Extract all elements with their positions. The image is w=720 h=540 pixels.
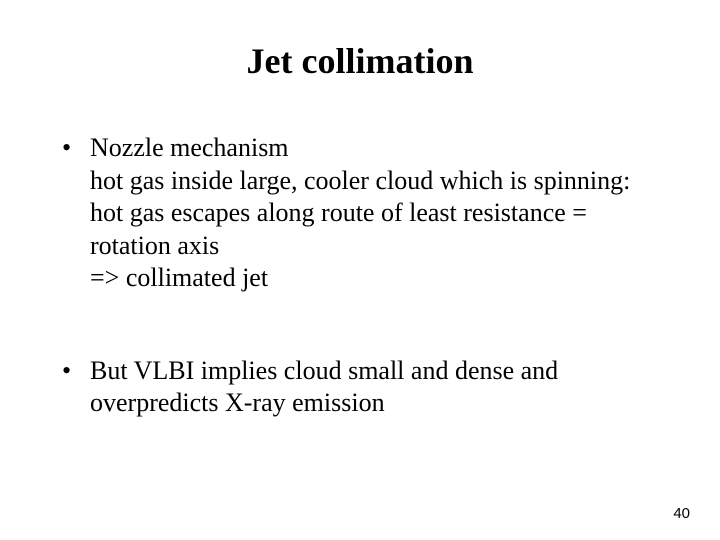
- bullet-item: But VLBI implies cloud small and dense a…: [60, 355, 660, 420]
- page-number: 40: [673, 505, 690, 522]
- slide-title: Jet collimation: [60, 40, 660, 82]
- bullet-list: Nozzle mechanismhot gas inside large, co…: [60, 132, 660, 420]
- bullet-item: Nozzle mechanismhot gas inside large, co…: [60, 132, 660, 295]
- slide-container: Jet collimation Nozzle mechanismhot gas …: [0, 0, 720, 540]
